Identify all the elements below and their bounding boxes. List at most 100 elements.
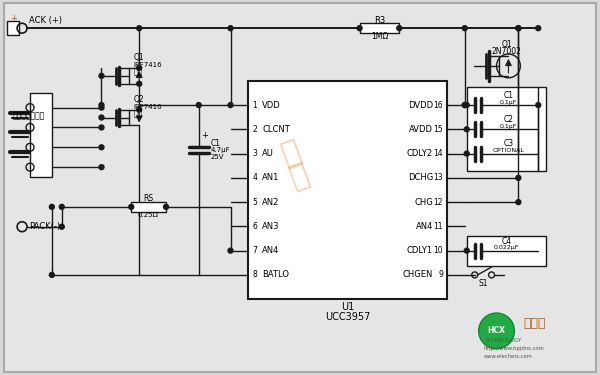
Circle shape (397, 26, 402, 31)
Bar (7, 21, 19, 35)
Text: Q1: Q1 (133, 54, 144, 63)
Text: BATLO: BATLO (262, 270, 289, 279)
Circle shape (196, 103, 201, 108)
Text: AN3: AN3 (262, 222, 280, 231)
Text: 1MΩ: 1MΩ (371, 32, 388, 40)
Text: 11: 11 (433, 222, 443, 231)
Text: www.elecfans.com: www.elecfans.com (484, 354, 533, 359)
Circle shape (59, 224, 64, 229)
Text: OPTIONAL: OPTIONAL (493, 148, 524, 153)
Text: RS: RS (143, 194, 153, 203)
Text: C1: C1 (503, 91, 514, 100)
Text: CDLY1: CDLY1 (407, 246, 433, 255)
Text: 9: 9 (438, 270, 443, 279)
Circle shape (516, 200, 521, 205)
Text: 0.1μF: 0.1μF (500, 100, 517, 105)
Bar (467, 87, 546, 171)
Circle shape (164, 204, 169, 209)
Text: AN2: AN2 (262, 198, 280, 207)
Circle shape (228, 26, 233, 31)
Circle shape (99, 165, 104, 170)
Text: 1: 1 (253, 100, 257, 109)
Circle shape (357, 26, 362, 31)
Text: TECHNOLOGY: TECHNOLOGY (484, 338, 521, 344)
Text: ACK (+): ACK (+) (29, 16, 62, 25)
Text: 5: 5 (253, 198, 257, 207)
Text: AVDD: AVDD (409, 125, 433, 134)
Circle shape (137, 26, 142, 31)
Text: 14: 14 (433, 149, 443, 158)
Text: DVDD: DVDD (408, 100, 433, 109)
Circle shape (137, 65, 142, 70)
Text: 恒创兴: 恒创兴 (523, 318, 546, 330)
Text: 锂电池输入插座: 锂电池输入插座 (12, 111, 44, 120)
Circle shape (464, 127, 469, 132)
Circle shape (129, 204, 134, 209)
Text: VDD: VDD (262, 100, 281, 109)
Text: CLCNT: CLCNT (262, 125, 290, 134)
Text: HCX: HCX (488, 326, 506, 335)
Bar (467, 236, 546, 266)
Circle shape (464, 103, 469, 108)
Text: 3: 3 (253, 149, 257, 158)
Text: 2: 2 (253, 125, 257, 134)
Text: CDLY2: CDLY2 (407, 149, 433, 158)
Circle shape (49, 204, 55, 209)
Bar (30, 93, 52, 177)
Circle shape (137, 107, 142, 112)
Text: UCC3957: UCC3957 (325, 312, 370, 322)
Circle shape (536, 103, 541, 108)
Text: AN4: AN4 (416, 222, 433, 231)
Circle shape (516, 176, 521, 180)
Text: C2: C2 (503, 115, 514, 124)
Text: http://www.hpjdns.com: http://www.hpjdns.com (484, 346, 544, 351)
Text: C3: C3 (503, 139, 514, 148)
Circle shape (479, 313, 514, 349)
Circle shape (228, 103, 233, 108)
Text: 25V: 25V (211, 154, 224, 160)
Circle shape (99, 103, 104, 108)
Circle shape (99, 145, 104, 150)
Circle shape (99, 74, 104, 78)
Text: 8: 8 (253, 270, 257, 279)
Text: 15: 15 (433, 125, 443, 134)
Text: CHGEN: CHGEN (403, 270, 433, 279)
Text: 土
制: 土 制 (277, 137, 313, 194)
Text: 0.022μF: 0.022μF (494, 245, 519, 250)
Circle shape (49, 272, 55, 278)
Text: IRF7416: IRF7416 (133, 62, 162, 68)
Circle shape (99, 115, 104, 120)
Circle shape (536, 26, 541, 31)
Text: 充电: 充电 (133, 68, 142, 76)
Text: 13: 13 (433, 173, 443, 182)
Text: Q2: Q2 (133, 95, 144, 104)
Circle shape (462, 103, 467, 108)
Text: 4: 4 (253, 173, 257, 182)
Text: AN1: AN1 (262, 173, 280, 182)
Text: 放电: 放电 (133, 109, 142, 118)
Text: IRF7416: IRF7416 (133, 104, 162, 110)
Circle shape (516, 26, 521, 31)
Text: 0.1μF: 0.1μF (500, 124, 517, 129)
Text: PACK(-): PACK(-) (29, 222, 60, 231)
Text: S1: S1 (479, 279, 488, 288)
Circle shape (59, 204, 64, 209)
Circle shape (99, 125, 104, 130)
Circle shape (516, 26, 521, 31)
Text: 10: 10 (433, 246, 443, 255)
Text: 6: 6 (253, 222, 257, 231)
Circle shape (137, 81, 142, 86)
Bar (131, 202, 166, 212)
Text: 7: 7 (253, 246, 257, 255)
Text: 4.7μF: 4.7μF (211, 147, 230, 153)
Text: Q1: Q1 (501, 40, 512, 49)
Circle shape (228, 248, 233, 253)
Text: R3: R3 (374, 16, 385, 25)
Text: 16: 16 (433, 100, 443, 109)
Text: CHG: CHG (414, 198, 433, 207)
Text: C4: C4 (502, 237, 512, 246)
Circle shape (99, 105, 104, 110)
Text: C1: C1 (211, 139, 221, 148)
Bar (248, 81, 447, 299)
Circle shape (462, 103, 467, 108)
